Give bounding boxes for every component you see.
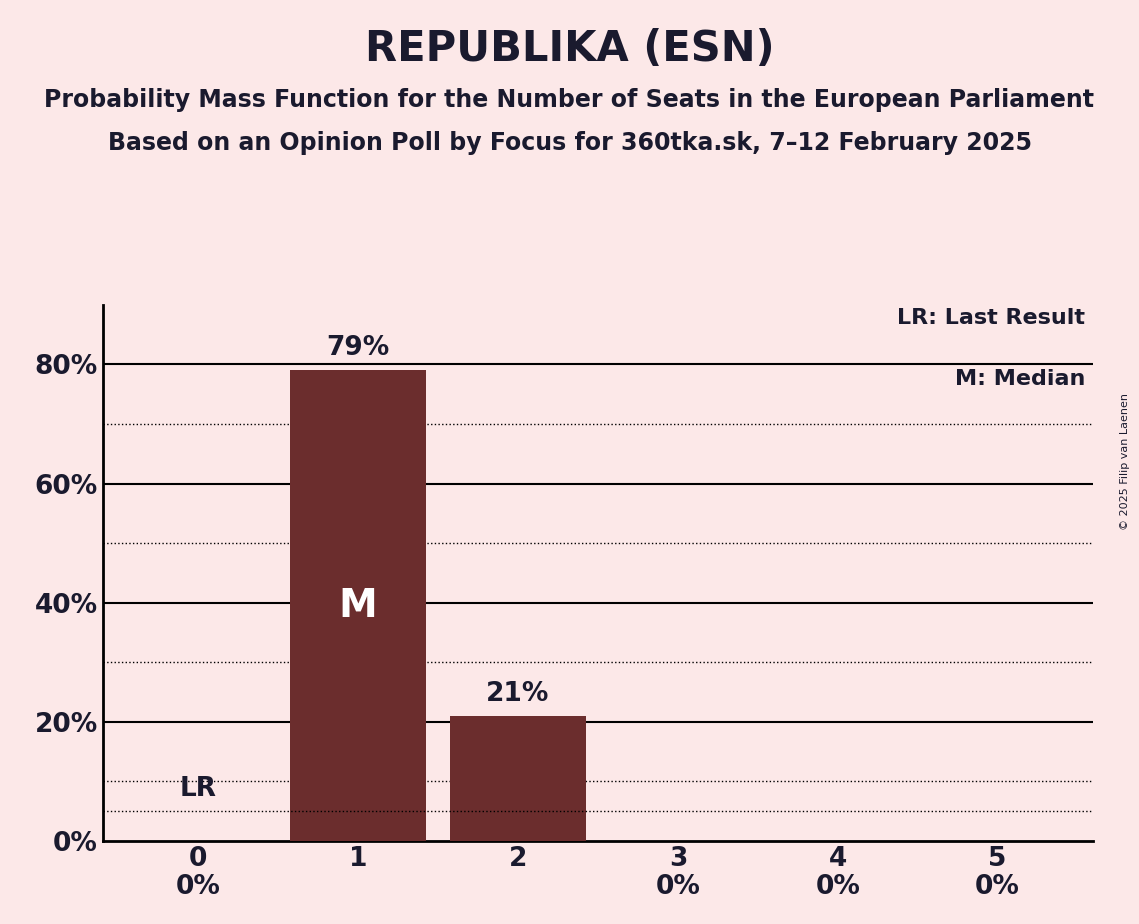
Text: Based on an Opinion Poll by Focus for 360tka.sk, 7–12 February 2025: Based on an Opinion Poll by Focus for 36… — [107, 131, 1032, 155]
Text: 21%: 21% — [486, 681, 550, 707]
Text: M: M — [339, 587, 378, 625]
Text: REPUBLIKA (ESN): REPUBLIKA (ESN) — [364, 28, 775, 69]
Text: LR: LR — [180, 776, 216, 802]
Text: 0%: 0% — [655, 873, 700, 900]
Text: LR: Last Result: LR: Last Result — [898, 308, 1085, 328]
Bar — [450, 716, 585, 841]
Text: M: Median: M: Median — [956, 370, 1085, 389]
Text: 79%: 79% — [327, 335, 390, 361]
Text: Probability Mass Function for the Number of Seats in the European Parliament: Probability Mass Function for the Number… — [44, 88, 1095, 112]
Bar — [290, 371, 426, 841]
Text: © 2025 Filip van Laenen: © 2025 Filip van Laenen — [1120, 394, 1130, 530]
Text: 0%: 0% — [975, 873, 1021, 900]
Text: 0%: 0% — [816, 873, 860, 900]
Text: 0%: 0% — [175, 873, 221, 900]
